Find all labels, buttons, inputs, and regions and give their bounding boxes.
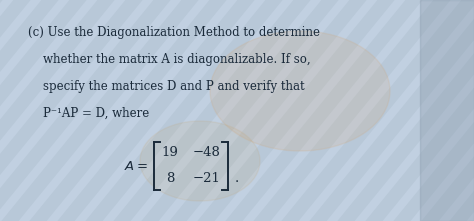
- Text: 19: 19: [162, 147, 178, 160]
- Text: −21: −21: [193, 173, 221, 185]
- Text: .: .: [235, 173, 239, 185]
- Text: 8: 8: [166, 173, 174, 185]
- Bar: [420, 0, 474, 221]
- Text: $A=$: $A=$: [124, 160, 148, 173]
- Text: specify the matrices D and P and verify that: specify the matrices D and P and verify …: [28, 80, 305, 93]
- Text: whether the matrix A is diagonalizable. If so,: whether the matrix A is diagonalizable. …: [28, 53, 310, 66]
- Text: (c) Use the Diagonalization Method to determine: (c) Use the Diagonalization Method to de…: [28, 26, 320, 39]
- Ellipse shape: [210, 31, 390, 151]
- Ellipse shape: [140, 121, 260, 201]
- Text: −48: −48: [193, 147, 221, 160]
- Text: P⁻¹AP = D, where: P⁻¹AP = D, where: [28, 107, 149, 120]
